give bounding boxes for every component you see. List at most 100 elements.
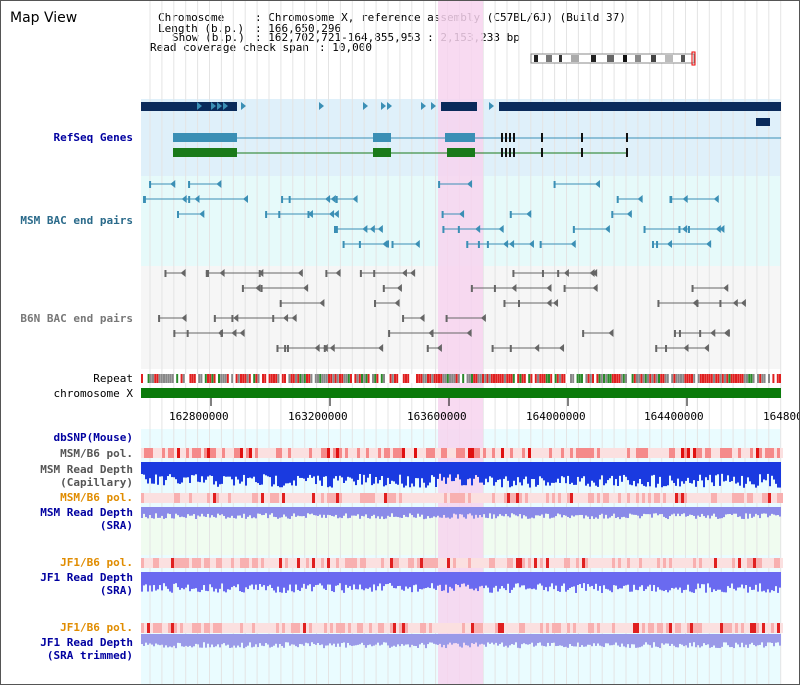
polymorphism-cell bbox=[573, 493, 576, 503]
polymorphism-cell bbox=[756, 493, 759, 503]
gene-exon bbox=[505, 133, 507, 142]
track-label-b6n-bac[interactable]: B6N BAC end pairs bbox=[20, 312, 133, 325]
polymorphism-cell bbox=[357, 558, 360, 568]
read-depth-bar bbox=[203, 572, 205, 586]
polymorphism-cell bbox=[669, 493, 672, 503]
track-label-msm-depth-capillary[interactable]: MSM Read Depth bbox=[40, 463, 133, 476]
read-depth-bar bbox=[343, 462, 345, 483]
read-depth-bar bbox=[319, 634, 321, 646]
track-label-refseq[interactable]: RefSeq Genes bbox=[53, 131, 133, 144]
repeat-segment bbox=[644, 374, 647, 383]
read-depth-bar bbox=[301, 507, 303, 517]
read-depth-bar bbox=[255, 572, 257, 585]
read-depth-bar bbox=[523, 462, 525, 480]
polymorphism-cell bbox=[372, 558, 375, 568]
bac-end bbox=[445, 315, 448, 322]
read-depth-bar bbox=[607, 507, 609, 519]
read-depth-bar bbox=[305, 507, 307, 518]
read-depth-bar bbox=[347, 572, 349, 588]
polymorphism-cell bbox=[207, 448, 210, 458]
polymorphism-cell bbox=[213, 623, 216, 633]
read-depth-bar bbox=[711, 572, 713, 593]
polymorphism-cell bbox=[183, 623, 186, 633]
polymorphism-cell bbox=[195, 558, 198, 568]
read-depth-bar bbox=[693, 507, 695, 516]
read-depth-bar bbox=[271, 462, 273, 487]
bac-end bbox=[553, 181, 556, 188]
track-label-jf1-depth-trimmed-sub: (SRA trimmed) bbox=[46, 649, 133, 662]
polymorphism-cell bbox=[771, 493, 774, 503]
read-depth-bar bbox=[685, 572, 687, 590]
read-depth-bar bbox=[485, 634, 487, 647]
track-label-msm-b6-pol[interactable]: MSM/B6 pol. bbox=[60, 447, 133, 460]
read-depth-bar bbox=[469, 634, 471, 648]
axis-tick-label: 164000000 bbox=[526, 410, 586, 423]
polymorphism-cell bbox=[261, 623, 264, 633]
read-depth-bar bbox=[651, 572, 653, 592]
read-depth-bar bbox=[197, 634, 199, 645]
read-depth-bar bbox=[519, 634, 521, 649]
bac-end bbox=[498, 225, 504, 233]
repeat-segment bbox=[523, 374, 526, 383]
read-depth-bar bbox=[555, 462, 557, 483]
track-label-msm-depth-sra[interactable]: MSM Read Depth bbox=[40, 506, 133, 519]
bac-end bbox=[528, 240, 534, 248]
bac-end bbox=[322, 344, 328, 352]
polymorphism-cell bbox=[429, 623, 432, 633]
read-depth-bar bbox=[399, 572, 401, 586]
track-label-jf1-b6-pol[interactable]: JF1/B6 pol. bbox=[60, 556, 133, 569]
bac-end bbox=[205, 270, 208, 277]
polymorphism-cell bbox=[579, 493, 582, 503]
repeat-segment bbox=[286, 374, 289, 383]
polymorphism-cell bbox=[558, 623, 561, 633]
polymorphism-cell bbox=[588, 448, 591, 458]
polymorphism-cell bbox=[369, 623, 372, 633]
polymorphism-cell bbox=[750, 623, 753, 633]
read-depth-bar bbox=[587, 507, 589, 517]
read-depth-bar bbox=[163, 462, 165, 486]
read-depth-bar bbox=[275, 572, 277, 593]
read-depth-bar bbox=[195, 462, 197, 475]
track-label-jf1-depth-trimmed[interactable]: JF1 Read Depth bbox=[40, 636, 133, 649]
read-depth-bar bbox=[687, 507, 689, 517]
polymorphism-cell bbox=[201, 623, 204, 633]
read-depth-bar bbox=[641, 462, 643, 485]
read-depth-bar bbox=[271, 634, 273, 647]
read-depth-bar bbox=[305, 572, 307, 589]
gene-exon bbox=[541, 133, 543, 142]
read-depth-bar bbox=[483, 462, 485, 485]
read-depth-bar bbox=[441, 462, 443, 481]
read-depth-bar bbox=[629, 572, 631, 592]
polymorphism-cell bbox=[345, 623, 348, 633]
polymorphism-cell bbox=[216, 448, 219, 458]
polymorphism-cell bbox=[168, 448, 171, 458]
polymorphism-cell bbox=[657, 448, 660, 458]
track-label-jf1-depth-sra[interactable]: JF1 Read Depth bbox=[40, 571, 133, 584]
read-depth-bar bbox=[215, 572, 217, 589]
read-depth-bar bbox=[233, 462, 235, 486]
polymorphism-cell bbox=[780, 493, 783, 503]
repeat-segment bbox=[347, 374, 350, 383]
read-depth-bar bbox=[651, 634, 653, 648]
bac-end bbox=[382, 240, 388, 248]
read-depth-bar bbox=[223, 462, 225, 477]
read-depth-bar bbox=[571, 462, 573, 483]
read-depth-bar bbox=[763, 462, 765, 480]
repeat-segment bbox=[433, 374, 436, 383]
polymorphism-cell bbox=[582, 558, 585, 568]
track-label-jf1-b6-pol-2[interactable]: JF1/B6 pol. bbox=[60, 621, 133, 634]
polymorphism-cell bbox=[741, 623, 744, 633]
read-depth-bar bbox=[321, 634, 323, 645]
read-depth-bar bbox=[191, 634, 193, 648]
read-depth-bar bbox=[175, 572, 177, 584]
read-depth-bar bbox=[621, 572, 623, 589]
read-depth-bar bbox=[401, 572, 403, 590]
repeat-segment bbox=[451, 374, 454, 383]
track-label-dbsnp[interactable]: dbSNP(Mouse) bbox=[53, 431, 133, 444]
read-depth-bar bbox=[173, 634, 175, 646]
polymorphism-cell bbox=[453, 558, 456, 568]
track-label-msm-b6-pol-2[interactable]: MSM/B6 pol. bbox=[60, 491, 133, 504]
read-depth-bar bbox=[721, 507, 723, 519]
read-depth-bar bbox=[729, 634, 731, 648]
track-label-msm-bac[interactable]: MSM BAC end pairs bbox=[20, 214, 133, 227]
